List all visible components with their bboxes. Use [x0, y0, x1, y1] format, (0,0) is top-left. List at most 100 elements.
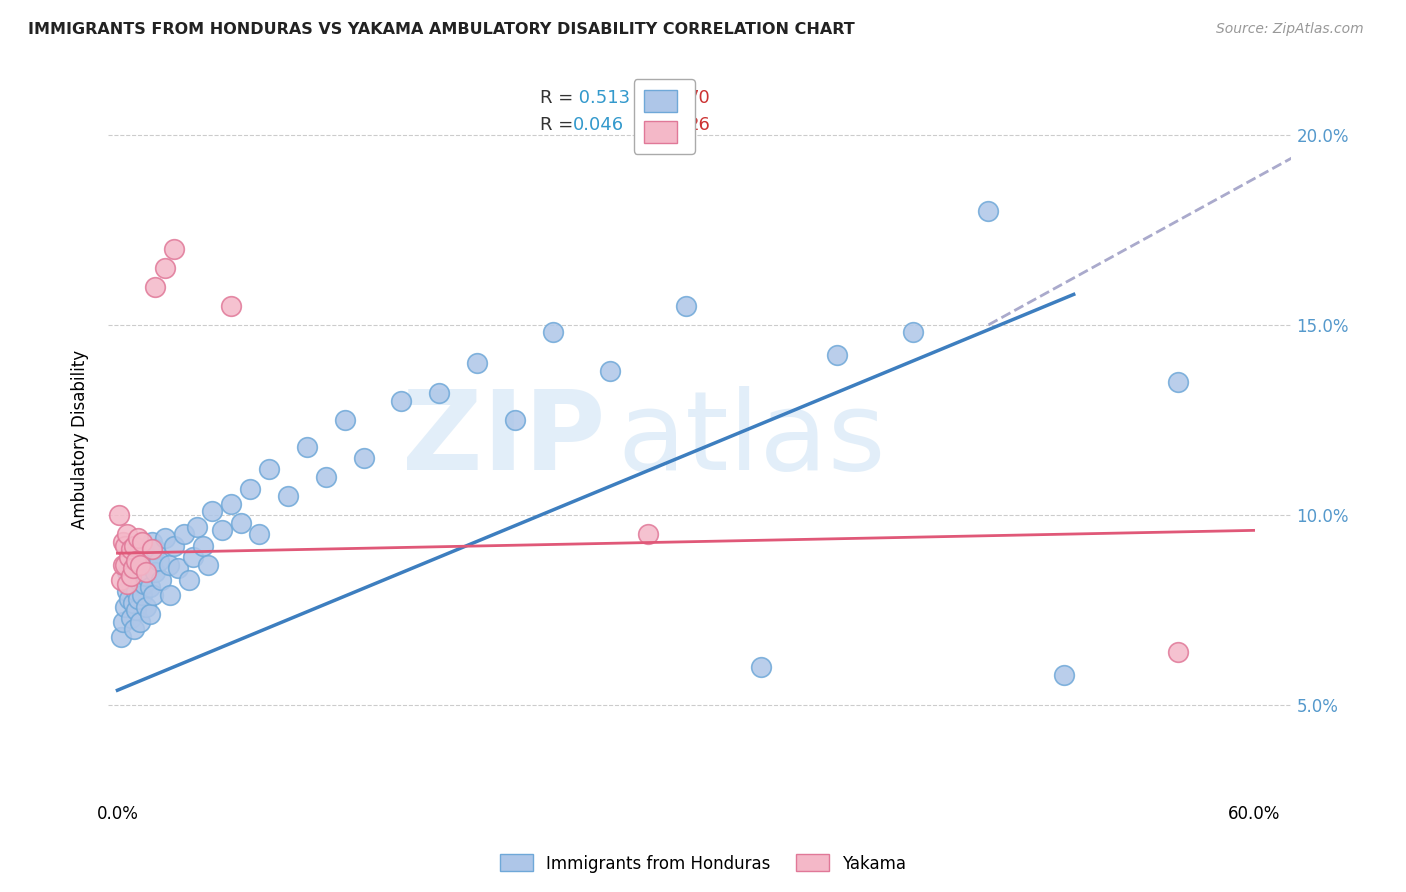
Point	[159, 588, 181, 602]
Point	[353, 451, 375, 466]
Point	[333, 413, 356, 427]
Point	[1053, 668, 1076, 682]
Point	[142, 588, 165, 602]
Point	[219, 497, 242, 511]
Legend: Immigrants from Honduras, Yakama: Immigrants from Honduras, Yakama	[494, 847, 912, 880]
Y-axis label: Ambulatory Disability: Ambulatory Disability	[72, 350, 89, 529]
Point	[114, 599, 136, 614]
Point	[675, 299, 697, 313]
Text: R =: R =	[540, 115, 579, 134]
Point	[135, 599, 157, 614]
Point	[163, 242, 186, 256]
Point	[391, 394, 413, 409]
Point	[201, 504, 224, 518]
Point	[129, 546, 152, 560]
Point	[143, 280, 166, 294]
Point	[157, 558, 180, 572]
Point	[124, 539, 146, 553]
Point	[541, 326, 564, 340]
Point	[129, 615, 152, 629]
Point	[153, 260, 176, 275]
Point	[138, 581, 160, 595]
Point	[129, 558, 152, 572]
Point	[121, 573, 143, 587]
Point	[167, 561, 190, 575]
Point	[141, 558, 163, 572]
Point	[141, 542, 163, 557]
Text: Source: ZipAtlas.com: Source: ZipAtlas.com	[1216, 22, 1364, 37]
Text: 0.046: 0.046	[574, 115, 624, 134]
Point	[131, 588, 153, 602]
Text: ZIP: ZIP	[402, 385, 605, 492]
Point	[143, 542, 166, 557]
Point	[153, 531, 176, 545]
Point	[127, 573, 149, 587]
Point	[181, 549, 204, 564]
Point	[125, 584, 148, 599]
Point	[124, 554, 146, 568]
Text: 0.513: 0.513	[574, 88, 630, 107]
Point	[229, 516, 252, 530]
Point	[143, 566, 166, 580]
Point	[118, 591, 141, 606]
Point	[163, 539, 186, 553]
Point	[112, 534, 135, 549]
Point	[121, 596, 143, 610]
Point	[118, 549, 141, 564]
Point	[135, 569, 157, 583]
Point	[150, 573, 173, 587]
Point	[315, 470, 337, 484]
Text: IMMIGRANTS FROM HONDURAS VS YAKAMA AMBULATORY DISABILITY CORRELATION CHART: IMMIGRANTS FROM HONDURAS VS YAKAMA AMBUL…	[28, 22, 855, 37]
Point	[825, 348, 848, 362]
Point	[108, 508, 131, 523]
Point	[901, 326, 924, 340]
Point	[599, 363, 621, 377]
Text: N =: N =	[634, 88, 686, 107]
Point	[219, 299, 242, 313]
Point	[977, 203, 1000, 218]
Text: 70: 70	[688, 88, 710, 107]
Point	[295, 440, 318, 454]
Point	[115, 566, 138, 580]
Point	[125, 561, 148, 575]
Text: 26: 26	[688, 115, 711, 134]
Point	[115, 576, 138, 591]
Point	[115, 584, 138, 599]
Point	[115, 527, 138, 541]
Text: N =: N =	[634, 115, 686, 134]
Point	[120, 576, 142, 591]
Point	[112, 615, 135, 629]
Point	[127, 531, 149, 545]
Point	[132, 576, 155, 591]
Point	[120, 569, 142, 583]
Point	[135, 566, 157, 580]
Point	[191, 539, 214, 553]
Text: atlas: atlas	[617, 385, 886, 492]
Point	[121, 561, 143, 575]
Point	[125, 603, 148, 617]
Point	[125, 554, 148, 568]
Point	[141, 534, 163, 549]
Point	[257, 462, 280, 476]
Point	[131, 561, 153, 575]
Point	[120, 542, 142, 557]
Point	[186, 519, 208, 533]
Point	[1167, 645, 1189, 659]
Point	[239, 482, 262, 496]
Point	[110, 573, 132, 587]
Point	[110, 630, 132, 644]
Point	[112, 558, 135, 572]
Point	[120, 611, 142, 625]
Point	[138, 607, 160, 621]
Point	[211, 524, 233, 538]
Point	[131, 534, 153, 549]
Point	[465, 356, 488, 370]
Point	[197, 558, 219, 572]
Point	[124, 623, 146, 637]
Point	[637, 527, 659, 541]
Legend: , : ,	[634, 79, 695, 154]
Point	[148, 554, 170, 568]
Point	[427, 386, 450, 401]
Point	[173, 527, 195, 541]
Text: R =: R =	[540, 88, 579, 107]
